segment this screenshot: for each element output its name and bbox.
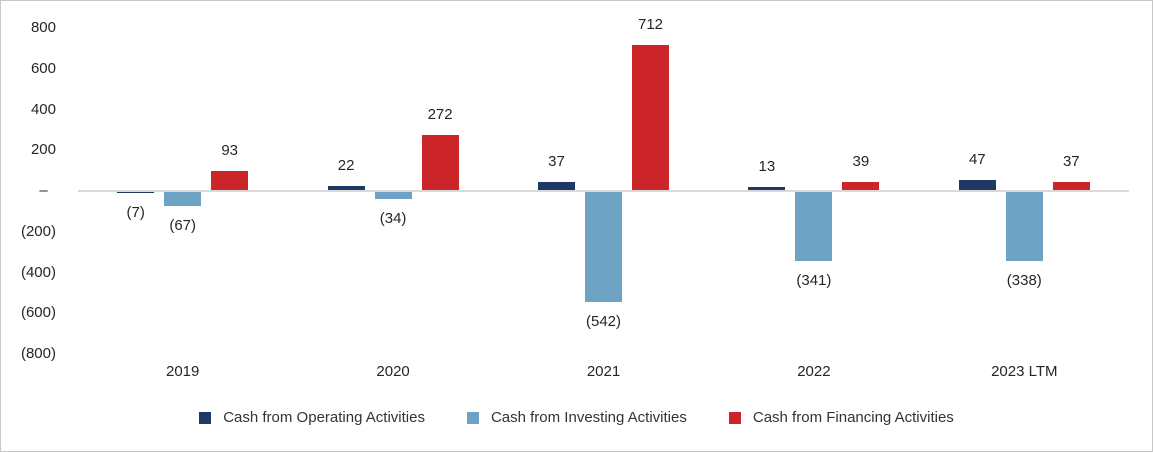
data-label-2022-cash-from-financing-activities: 39 <box>852 153 870 170</box>
x-axis-label-2020: 2020 <box>376 363 410 380</box>
bar-2021-cash-from-operating-activities <box>538 182 575 190</box>
y-axis-tick: (400) <box>20 263 56 281</box>
data-label-2022-cash-from-operating-activities: 13 <box>758 158 776 175</box>
bar-2022-cash-from-operating-activities <box>748 187 786 190</box>
data-label-2019-cash-from-investing-activities: (67) <box>169 217 197 234</box>
legend-swatch-cash-from-financing-activities <box>728 411 741 424</box>
bar-2019-cash-from-investing-activities <box>164 192 202 206</box>
legend-item-cash-from-investing-activities: Cash from Investing Activities <box>466 409 687 426</box>
data-label-2020-cash-from-operating-activities: 22 <box>337 157 355 174</box>
data-label-2021-cash-from-operating-activities: 37 <box>548 153 565 170</box>
bar-2020-cash-from-operating-activities <box>327 186 365 190</box>
bar-2022-cash-from-investing-activities <box>795 192 833 261</box>
data-label-2022-cash-from-investing-activities: (341) <box>796 272 832 289</box>
y-axis-tick: 600 <box>30 59 56 77</box>
y-axis-tick: 800 <box>30 19 56 36</box>
bar-2023-ltm-cash-from-financing-activities <box>1052 182 1090 190</box>
data-label-2019-cash-from-operating-activities: (7) <box>126 204 145 221</box>
x-axis-label-2022: 2022 <box>797 363 831 380</box>
bar-2023-ltm-cash-from-investing-activities <box>1005 192 1043 261</box>
data-label-2023-ltm-cash-from-financing-activities: 37 <box>1062 153 1080 170</box>
data-label-2020-cash-from-investing-activities: (34) <box>379 210 407 227</box>
y-axis-tick: 200 <box>30 141 56 159</box>
x-axis-label-2019: 2019 <box>166 363 200 380</box>
legend-item-cash-from-financing-activities: Cash from Financing Activities <box>728 409 954 426</box>
y-axis-tick: – <box>39 182 56 199</box>
legend-item-cash-from-operating-activities: Cash from Operating Activities <box>199 409 425 426</box>
y-axis-tick: 400 <box>30 100 56 118</box>
data-label-2023-ltm-cash-from-investing-activities: (338) <box>1006 272 1042 289</box>
data-label-2020-cash-from-financing-activities: 272 <box>427 106 453 123</box>
data-label-2019-cash-from-financing-activities: 93 <box>221 142 239 159</box>
bar-2022-cash-from-financing-activities <box>842 182 880 190</box>
bar-2020-cash-from-financing-activities <box>421 135 459 190</box>
legend-label-cash-from-financing-activities: Cash from Financing Activities <box>752 409 954 426</box>
data-label-2021-cash-from-investing-activities: (542) <box>585 313 622 330</box>
chart-legend: Cash from Operating Activities Cash from … <box>1 409 1152 426</box>
legend-label-cash-from-investing-activities: Cash from Investing Activities <box>490 409 687 426</box>
legend-swatch-cash-from-operating-activities <box>199 411 212 424</box>
bar-2019-cash-from-operating-activities <box>117 192 155 193</box>
bar-2021-cash-from-financing-activities <box>632 45 669 190</box>
bar-2019-cash-from-financing-activities <box>211 171 249 190</box>
x-axis-label-2023-ltm: 2023 LTM <box>991 363 1058 380</box>
x-axis-label-2021: 2021 <box>586 363 621 380</box>
data-label-2021-cash-from-financing-activities: 712 <box>637 16 664 33</box>
data-label-2023-ltm-cash-from-operating-activities: 47 <box>968 151 986 168</box>
bar-2023-ltm-cash-from-operating-activities <box>958 180 996 190</box>
y-axis-tick: (800) <box>20 345 56 362</box>
y-axis-tick: (600) <box>20 304 56 322</box>
zero-axis-line <box>77 190 1129 192</box>
bar-2021-cash-from-investing-activities <box>585 192 622 302</box>
bar-2020-cash-from-investing-activities <box>374 192 412 199</box>
y-axis-tick: (200) <box>20 222 56 240</box>
legend-swatch-cash-from-investing-activities <box>466 411 479 424</box>
legend-label-cash-from-operating-activities: Cash from Operating Activities <box>223 409 425 426</box>
